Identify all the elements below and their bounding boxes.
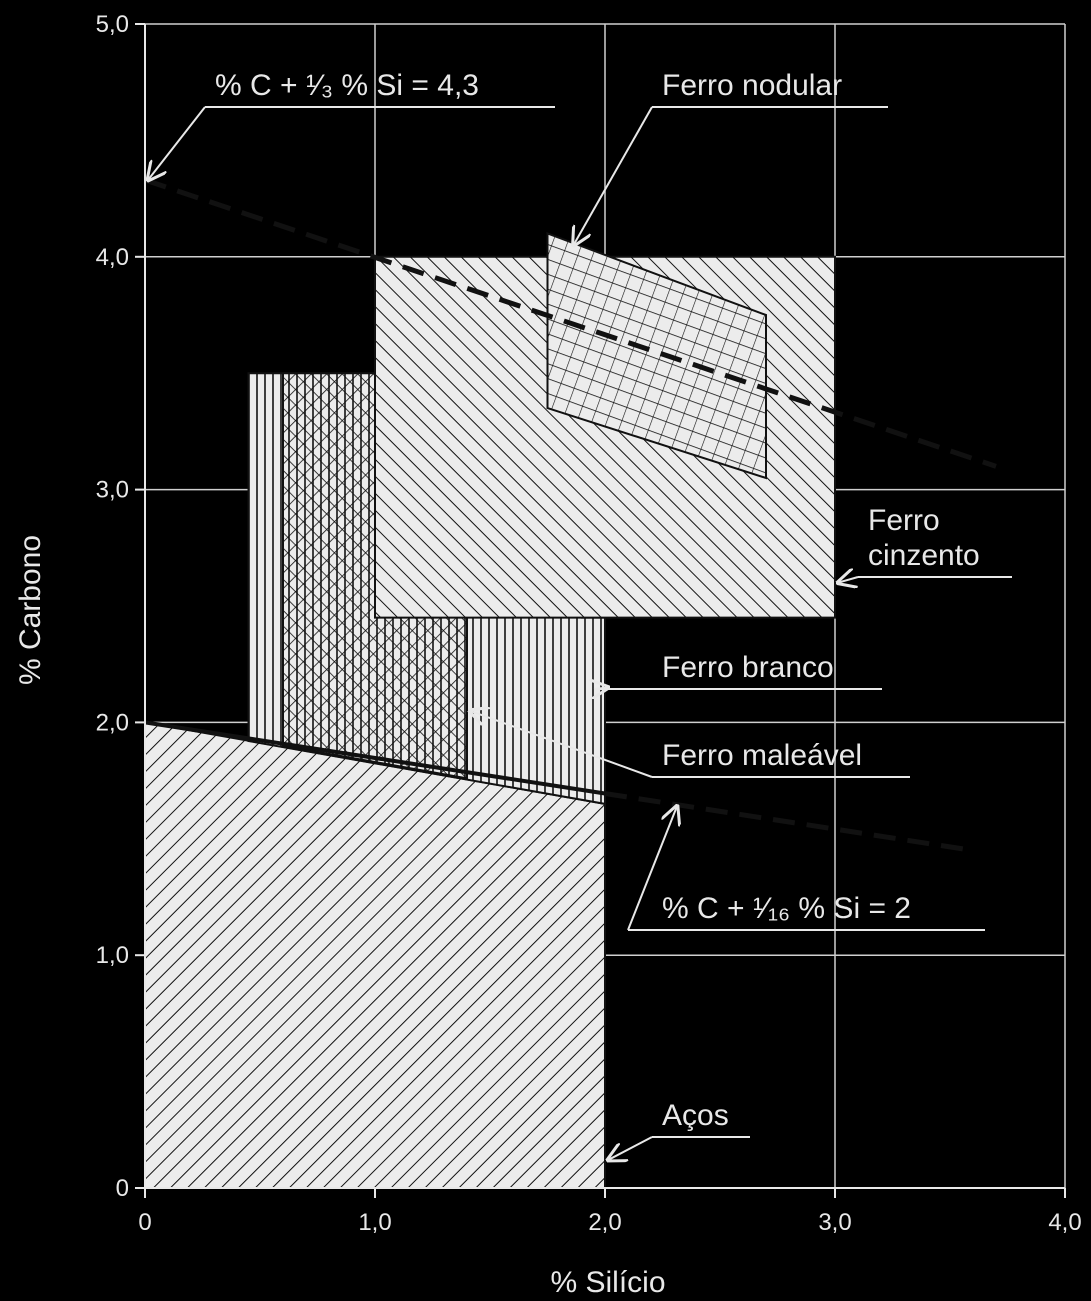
annotation-ferro-maleavel: Ferro maleável [662, 739, 862, 772]
annotation-ferro-branco: Ferro branco [662, 651, 834, 684]
annotation-arrow-acos [608, 1136, 653, 1160]
y-tick-label: 0 [116, 1175, 129, 1202]
annotations: % C + ¹⁄₃ % Si = 4,3 Ferro nodular Ferroci… [148, 69, 1012, 1160]
annotation-arrow-ferro-branco [594, 687, 608, 689]
annotation-arrow-eq-c-si-2 [627, 806, 677, 931]
annotation-acos: Aços [662, 1099, 729, 1132]
y-tick-label: 1,0 [96, 942, 129, 969]
annotation-arrow-ferro-cinzento-2 [838, 577, 859, 583]
y-tick-label: 3,0 [96, 477, 129, 504]
annotation-ferro-cinzento-2: cinzento [868, 539, 980, 572]
x-tick-label: 1,0 [358, 1209, 391, 1236]
y-tick-label: 2,0 [96, 709, 129, 736]
line-eq-0 [144, 177, 997, 469]
annotation-arrow-eq-c-si-43 [148, 106, 206, 180]
regions [144, 232, 836, 1189]
y-tick-label: 5,0 [96, 11, 129, 38]
line-eq-1-dashed [604, 791, 974, 853]
annotation-ferro-cinzento-1: Ferro [868, 504, 940, 537]
x-tick-label: 4,0 [1048, 1209, 1081, 1236]
region-ferro-nodular [546, 232, 767, 480]
annotation-eq-c-si-43: % C + ¹⁄₃ % Si = 4,3 [215, 69, 479, 102]
x-axis-label: % Silício [550, 1266, 665, 1299]
annotation-arrow-ferro-maleavel [470, 711, 653, 778]
annotation-arrow-ferro-nodular [574, 106, 653, 245]
annotation-ferro-nodular: Ferro nodular [662, 69, 842, 102]
x-tick-label: 0 [138, 1209, 151, 1236]
y-tick-label: 4,0 [96, 244, 129, 271]
annotation-eq-c-si-2: % C + ¹⁄₁₆ % Si = 2 [662, 892, 911, 925]
x-tick-label: 2,0 [588, 1209, 621, 1236]
tick-labels: 0 1,0 2,0 3,0 4,0 0 1,0 2,0 3,0 4,0 5,0 [96, 11, 1082, 1236]
equation-lines [144, 177, 997, 853]
line-eq-1-solid [144, 720, 606, 796]
x-tick-label: 3,0 [818, 1209, 851, 1236]
y-axis-label: % Carbono [14, 535, 47, 685]
